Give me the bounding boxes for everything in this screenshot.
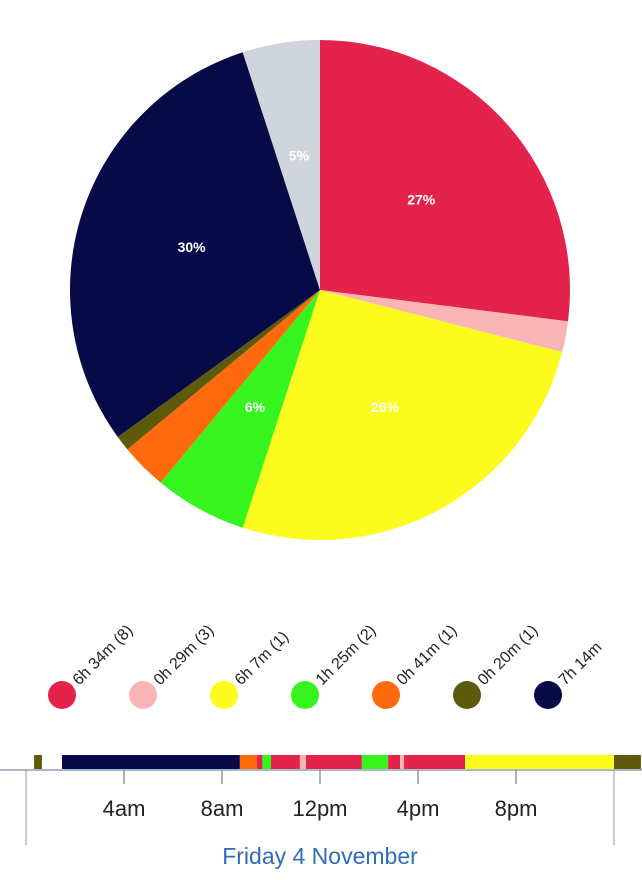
legend-swatch xyxy=(453,681,481,709)
slice-label: 26% xyxy=(371,399,400,415)
x-tick-label: 8am xyxy=(201,796,244,821)
timeline-segment xyxy=(306,755,362,769)
slice-label: 6% xyxy=(245,399,266,415)
legend-label: 0h 20m (1) xyxy=(475,622,542,689)
pie-slice xyxy=(242,40,320,290)
timeline-segment xyxy=(262,755,271,769)
pie-slice xyxy=(320,40,571,322)
legend-swatch xyxy=(372,681,400,709)
timeline-segment xyxy=(465,755,614,769)
legend-label: 0h 29m (3) xyxy=(151,622,218,689)
legend-label: 7h 14m xyxy=(556,639,606,689)
slice-label: 5% xyxy=(289,147,310,163)
date-title: Friday 4 November xyxy=(222,843,418,869)
timeline-segment xyxy=(388,755,401,769)
legend-label: 1h 25m (2) xyxy=(313,622,380,689)
x-tick-label: 4am xyxy=(103,796,146,821)
pie-slice xyxy=(127,290,320,483)
timeline-segment xyxy=(62,755,240,769)
legend-label: 6h 7m (1) xyxy=(232,628,292,688)
legend-swatch xyxy=(129,681,157,709)
x-tick-label: 4pm xyxy=(397,796,440,821)
timeline-segment xyxy=(257,755,263,769)
pie-slice xyxy=(160,290,320,528)
x-tick-label: 12pm xyxy=(292,796,347,821)
legend-swatch xyxy=(48,681,76,709)
timeline-segment xyxy=(299,755,307,769)
timeline-segment xyxy=(34,755,42,769)
legend-label: 6h 34m (8) xyxy=(70,622,137,689)
timeline-segment xyxy=(271,755,300,769)
timeline-segment xyxy=(614,755,641,769)
timeline-segment xyxy=(239,755,258,769)
x-tick-label: 8pm xyxy=(495,796,538,821)
pie-slice xyxy=(320,290,569,353)
legend-swatch xyxy=(534,681,562,709)
legend-swatch xyxy=(210,681,238,709)
slice-label: 27% xyxy=(407,191,436,207)
pie-slice xyxy=(69,52,320,437)
legend-swatch xyxy=(291,681,319,709)
pie-slice xyxy=(242,290,563,540)
pie-slice xyxy=(117,290,320,450)
timeline-segment xyxy=(404,755,466,769)
slice-label: 30% xyxy=(178,239,207,255)
timeline-segment xyxy=(361,755,389,769)
timeline-segment xyxy=(400,755,405,769)
legend-label: 0h 41m (1) xyxy=(394,622,461,689)
